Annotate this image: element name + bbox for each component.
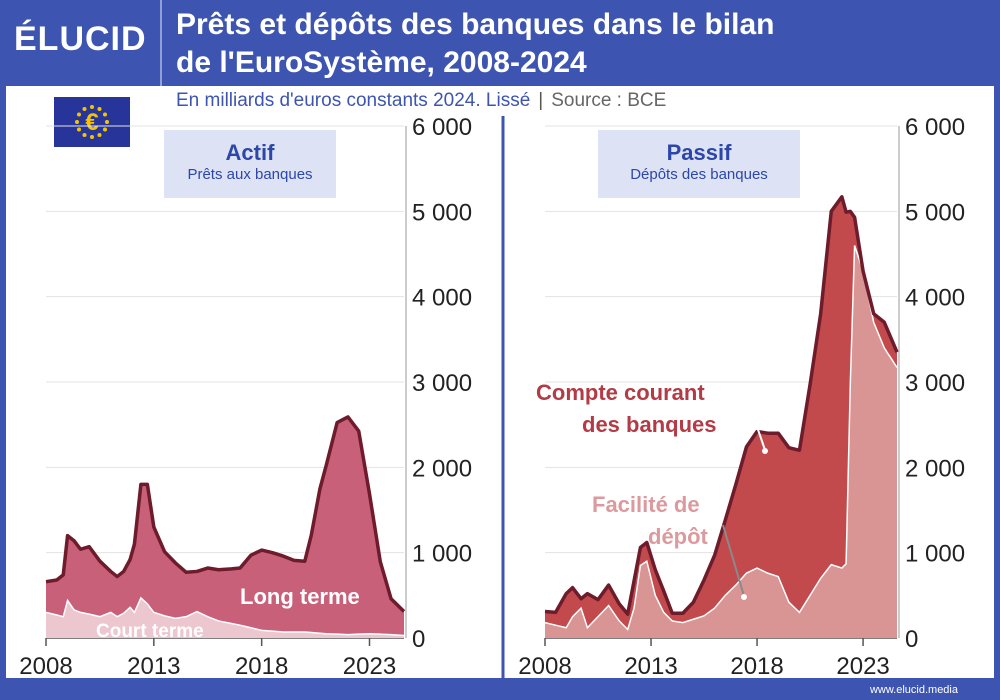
title-line-1: Prêts et dépôts des banques dans le bila…	[176, 8, 775, 41]
total-outline	[544, 195, 899, 616]
y-tick-label: 4 000	[905, 285, 965, 312]
subtitle-text: En milliards d'euros constants 2024. Lis…	[176, 90, 531, 111]
total-outline	[45, 415, 406, 613]
footer-bar	[0, 678, 1000, 700]
logo-divider	[160, 0, 162, 86]
label-compte-courant-2: des banques	[582, 412, 716, 437]
x-tick-label: 2023	[836, 653, 889, 680]
passif-title: Passif	[666, 140, 732, 165]
left-areas	[45, 415, 406, 638]
label-facilite-2: dépôt	[648, 524, 709, 549]
chart-subtitle: En milliards d'euros constants 2024. Lis…	[176, 90, 666, 112]
x-tick-label: 2018	[235, 653, 288, 680]
series-facilite-depot-area	[545, 245, 897, 638]
passif-subtitle: Dépôts des banques	[630, 166, 768, 183]
passif-title-box: Passif Dépôts des banques	[598, 130, 800, 198]
y-tick-label: 3 000	[905, 370, 965, 397]
y-tick-label: 0	[905, 626, 918, 653]
x-tick-label: 2008	[19, 653, 72, 680]
y-tick-label: 6 000	[905, 114, 965, 141]
actif-title: Actif	[225, 140, 275, 165]
y-tick-label: 0	[412, 626, 425, 653]
x-tick-label: 2018	[730, 653, 783, 680]
actif-subtitle: Prêts aux banques	[187, 166, 313, 183]
label-court-terme: Court terme	[96, 621, 204, 642]
svg-text:€: €	[85, 109, 98, 136]
actif-title-box: Actif Prêts aux banques	[164, 130, 336, 198]
source-text: Source : BCE	[551, 90, 667, 111]
y-tick-label: 1 000	[412, 541, 472, 568]
y-tick-label: 2 000	[905, 455, 965, 482]
title-line-2: de l'EuroSystème, 2008-2024	[176, 46, 587, 79]
pointer-compte-courant-dot	[762, 448, 768, 454]
label-facilite-1: Facilité de	[592, 492, 700, 517]
y-tick-label: 1 000	[905, 541, 965, 568]
subtitle-separator: |	[538, 90, 544, 111]
pointer-compte-courant	[751, 411, 766, 451]
axis-ticks: 0 1 000 2 000 3 000 4 000 5 000 6 000 2008 2013 2…	[19, 114, 965, 680]
footer-url: www.elucid.media	[869, 684, 958, 696]
x-tick-label: 2013	[624, 653, 677, 680]
y-tick-label: 6 000	[412, 114, 472, 141]
y-tick-label: 2 000	[412, 455, 472, 482]
label-long-terme: Long terme	[240, 584, 360, 609]
series-boundary-line	[45, 596, 405, 637]
y-tick-label: 3 000	[412, 370, 472, 397]
series-compte-courant-area	[545, 196, 897, 630]
y-tick-label: 4 000	[412, 285, 472, 312]
pointer-facilite	[722, 524, 745, 597]
eu-flag-icon: €	[54, 97, 130, 147]
x-tick-label: 2013	[127, 653, 180, 680]
page-title: Prêts et dépôts des banques dans le bila…	[176, 6, 976, 82]
y-tick-label: 5 000	[412, 199, 472, 226]
y-tick-label: 5 000	[905, 199, 965, 226]
pointer-facilite-dot	[741, 594, 747, 600]
x-tick-label: 2008	[518, 653, 571, 680]
right-areas	[544, 195, 899, 638]
series-boundary-line	[544, 245, 898, 631]
series-court-terme-area	[46, 597, 404, 638]
elucid-logo: ÉLUCID	[14, 20, 147, 58]
x-tick-label: 2023	[343, 653, 396, 680]
label-compte-courant-1: Compte courant	[536, 380, 705, 405]
header-bar	[0, 0, 1000, 86]
series-long-terme-area	[46, 416, 404, 636]
